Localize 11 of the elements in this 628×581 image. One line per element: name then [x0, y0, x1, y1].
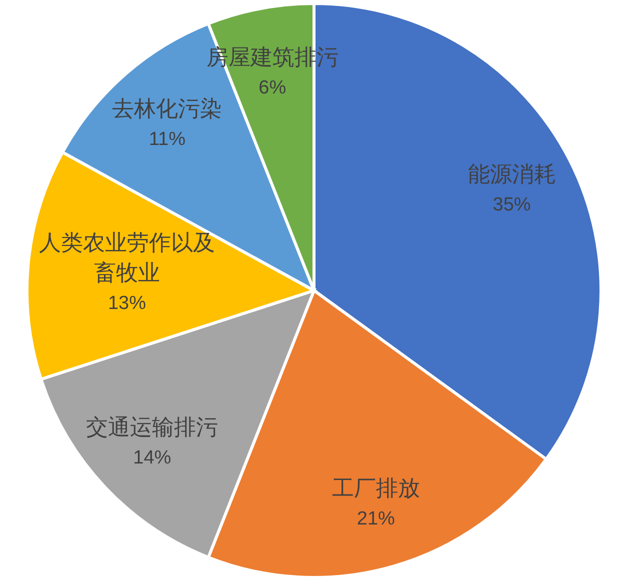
data-label: 21%	[356, 508, 396, 530]
data-label: 6%	[258, 77, 286, 98]
slice-label: 能源消耗	[468, 162, 556, 188]
data-label: 11%	[148, 128, 186, 150]
slice-label: 去林化污染	[112, 96, 222, 122]
slice-label: 工厂排放	[332, 476, 420, 502]
slice-label: 人类农业劳作以及畜牧业	[39, 230, 215, 286]
data-label: 13%	[108, 292, 146, 314]
slice-label: 交通运输排污	[86, 415, 218, 440]
data-label: 14%	[133, 447, 172, 468]
data-label: 35%	[492, 194, 531, 216]
